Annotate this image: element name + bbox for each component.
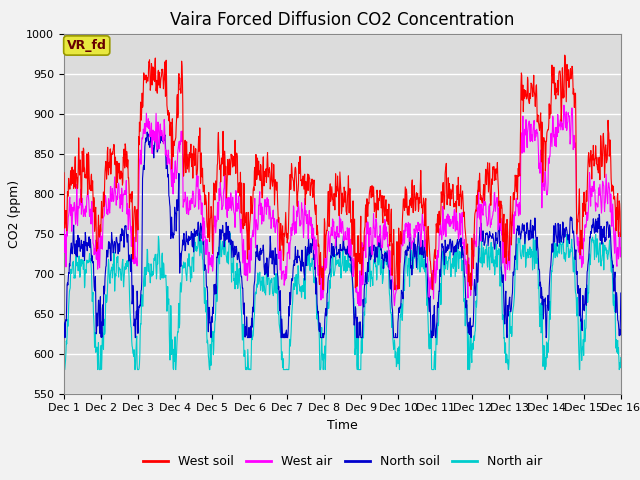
Y-axis label: CO2 (ppm): CO2 (ppm)	[8, 180, 20, 248]
Legend: West soil, West air, North soil, North air: West soil, West air, North soil, North a…	[138, 450, 547, 473]
X-axis label: Time: Time	[327, 419, 358, 432]
Title: Vaira Forced Diffusion CO2 Concentration: Vaira Forced Diffusion CO2 Concentration	[170, 11, 515, 29]
Text: VR_fd: VR_fd	[67, 39, 107, 52]
